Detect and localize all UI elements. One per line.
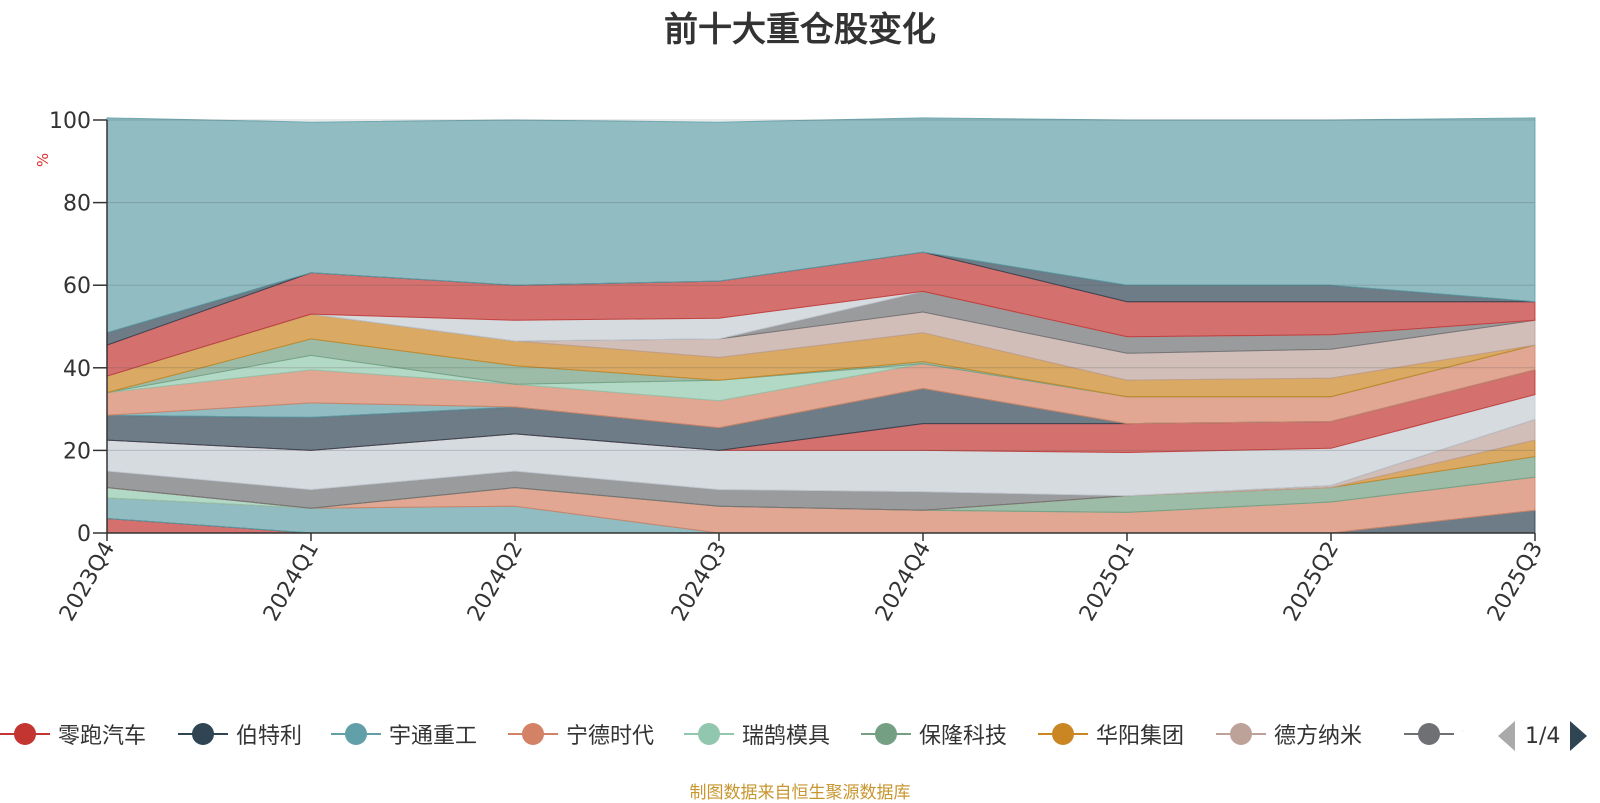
legend-label: 岱美股份 [1462, 718, 1463, 750]
legend-item[interactable]: 宁德时代 [508, 714, 654, 754]
legend-marker-icon [1404, 719, 1454, 749]
axes [106, 120, 1535, 534]
x-tick-label: 2025Q3 [1483, 538, 1548, 626]
legend-marker-icon [1216, 719, 1266, 749]
y-axis-ticks: 0 20 40 60 80 100 [49, 109, 107, 547]
legend-marker-icon [684, 719, 734, 749]
legend-marker-icon [1038, 719, 1088, 749]
legend-marker-icon [178, 719, 228, 749]
legend-marker-icon [331, 719, 381, 749]
x-tick-label: 2024Q4 [871, 538, 936, 626]
y-tick-label: 60 [63, 274, 91, 299]
legend-item[interactable]: 宇通重工 [331, 714, 477, 754]
legend-label: 德方纳米 [1274, 724, 1363, 749]
legend-marker-icon [0, 719, 50, 749]
legend-label: 宇通重工 [389, 724, 478, 749]
legend-items: 零跑汽车 伯特利 宇通重工 宁德时代 瑞鹄模具 保隆科技 华阳集团 德方纳米 岱美股份 [0, 714, 1463, 754]
legend-pager: 1/4 [1498, 718, 1588, 754]
legend-item[interactable]: 零跑汽车 [0, 714, 146, 754]
legend-prev-icon[interactable] [1498, 721, 1515, 751]
legend-marker-icon [508, 719, 558, 749]
legend-marker-icon [861, 719, 911, 749]
x-tick-label: 2025Q2 [1279, 538, 1344, 626]
legend-label: 瑞鹄模具 [742, 724, 831, 749]
source-note: 制图数据来自恒生聚源数据库 [689, 783, 911, 803]
x-tick-label: 2024Q2 [463, 538, 528, 626]
x-tick-label: 2024Q1 [259, 538, 324, 626]
x-tick-label: 2024Q3 [667, 538, 732, 626]
legend: 零跑汽车 伯特利 宇通重工 宁德时代 瑞鹄模具 保隆科技 华阳集团 德方纳米 岱美股份 [0, 714, 1600, 754]
legend-item[interactable]: 华阳集团 [1038, 714, 1184, 754]
legend-item[interactable]: 德方纳米 [1216, 714, 1362, 754]
legend-item[interactable]: 瑞鹄模具 [684, 714, 830, 754]
legend-item[interactable]: 伯特利 [178, 714, 302, 754]
legend-next-icon[interactable] [1570, 721, 1588, 751]
y-tick-label: 80 [63, 192, 91, 217]
y-tick-label: 40 [63, 357, 91, 382]
area-series-22[interactable] [106, 117, 1536, 334]
y-tick-label: 0 [77, 522, 91, 547]
legend-label: 华阳集团 [1096, 724, 1185, 749]
y-tick-label: 100 [49, 109, 91, 134]
legend-item[interactable]: 保隆科技 [861, 714, 1007, 754]
legend-item[interactable]: 岱美股份 [1404, 714, 1463, 754]
legend-page-indicator: 1/4 [1525, 723, 1561, 749]
legend-label: 零跑汽车 [58, 724, 147, 749]
legend-label: 保隆科技 [919, 724, 1008, 749]
x-axis-ticks: 2023Q4 2024Q1 2024Q2 2024Q3 2024Q4 2025Q1 2025… [55, 533, 1548, 626]
gridlines [107, 119, 1535, 451]
stacked-areas [106, 117, 1536, 534]
y-tick-label: 20 [63, 439, 91, 464]
x-tick-label: 2023Q4 [55, 538, 120, 626]
chart-title: 前十大重仓股变化 [664, 10, 936, 50]
y-axis-label: % [34, 153, 52, 167]
legend-label: 伯特利 [236, 724, 303, 749]
x-tick-label: 2025Q1 [1075, 538, 1140, 626]
legend-label: 宁德时代 [566, 724, 655, 749]
